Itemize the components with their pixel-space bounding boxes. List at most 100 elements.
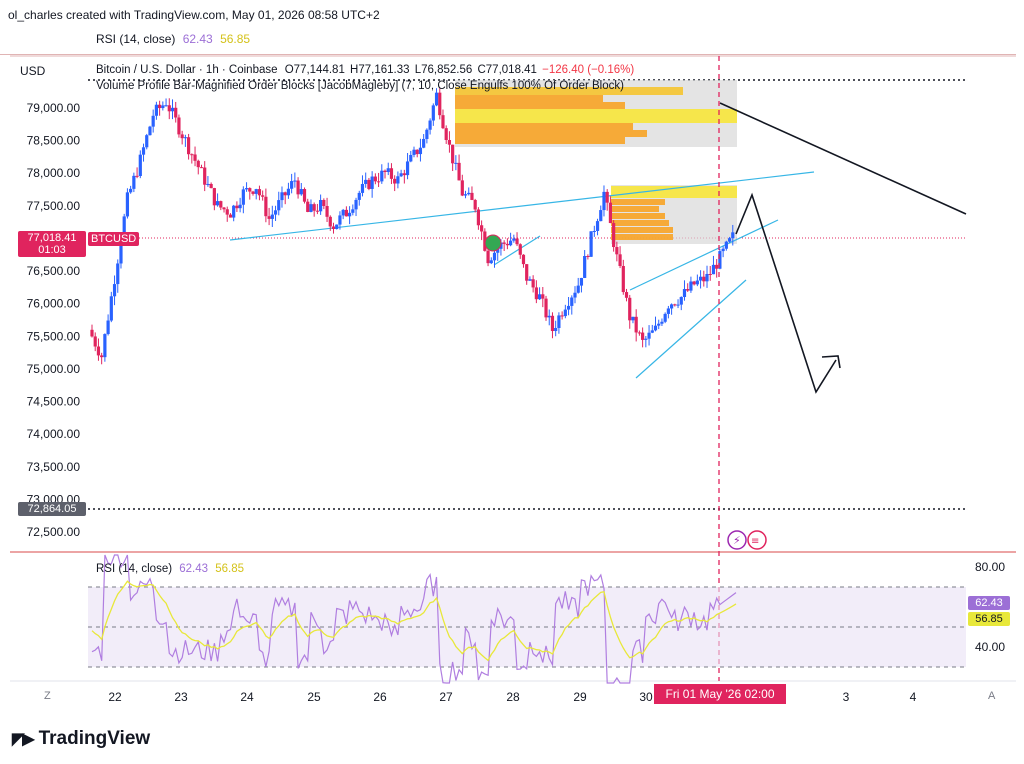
candle-body <box>612 223 616 248</box>
candle-body <box>444 128 448 141</box>
time-tick-label: 27 <box>439 690 453 704</box>
time-tick-label: 4 <box>910 690 917 704</box>
price-tick-label: 74,500.00 <box>27 395 81 409</box>
candle-body <box>177 117 181 135</box>
candle-body <box>103 334 107 358</box>
candle-body <box>360 183 365 193</box>
candle-body <box>335 224 339 229</box>
channel-bottom <box>635 279 747 379</box>
candle-body <box>560 315 564 317</box>
candle-body <box>505 243 509 246</box>
candle-body <box>328 216 332 227</box>
candle-body <box>451 144 455 164</box>
time-tick-label: 30 <box>639 690 653 704</box>
candle-body <box>112 284 117 297</box>
candle-body <box>315 210 319 212</box>
candle-body <box>670 304 674 309</box>
candle-body <box>393 178 397 184</box>
zoom-toggle[interactable]: Z <box>44 690 51 702</box>
candle-body <box>370 176 374 189</box>
candle-body <box>267 216 271 219</box>
candle-body <box>637 332 641 334</box>
candle-body <box>299 189 303 195</box>
volume-profile-1 <box>455 87 737 144</box>
candle-body <box>502 242 506 244</box>
channel-top <box>629 219 779 291</box>
rsi-label: RSI (14, close) <box>96 32 176 46</box>
candle-body <box>573 292 577 298</box>
candle-body <box>624 292 629 298</box>
candle-body <box>570 297 574 306</box>
candle-body <box>579 277 584 286</box>
candle-body <box>209 183 213 189</box>
candle-body <box>634 316 638 333</box>
candle-body <box>351 209 355 213</box>
currency-label[interactable]: USD <box>20 64 46 78</box>
candle-body <box>93 336 97 347</box>
candle-body <box>531 279 535 288</box>
candle-body <box>657 323 661 326</box>
candle-body <box>512 238 516 241</box>
candle-body <box>518 244 522 255</box>
volume-profile-2 <box>611 186 737 240</box>
candle-body <box>708 273 712 275</box>
candle-body <box>154 104 158 116</box>
candle-body <box>441 115 445 129</box>
indicator-legend[interactable]: Volume Profile Bar-Magnified Order Block… <box>96 80 624 92</box>
candle-body <box>476 209 480 226</box>
candle-body <box>695 280 699 285</box>
candle-body <box>222 207 226 210</box>
candle-body <box>615 247 619 255</box>
price-tick-label: 76,500.00 <box>27 264 81 278</box>
candle-body <box>219 201 223 208</box>
candle-body <box>348 212 352 217</box>
vp-bar <box>455 95 603 102</box>
price-tick-label: 77,500.00 <box>27 199 81 213</box>
candle-body <box>705 273 709 282</box>
candle-body <box>673 304 677 306</box>
svg-text:⚡: ⚡ <box>733 534 741 547</box>
candle-body <box>702 276 706 282</box>
candle-body <box>164 105 168 107</box>
last-price: 77,018.41 <box>27 232 77 244</box>
candle-body <box>129 188 133 193</box>
auto-scale-toggle[interactable]: A <box>988 690 996 702</box>
candle-body <box>273 210 278 215</box>
candle-body <box>116 263 120 285</box>
us-flag-event-icon <box>747 530 767 550</box>
candle-body <box>100 355 104 358</box>
candle-body <box>711 264 716 275</box>
candle-body <box>399 173 403 177</box>
candle-body <box>641 332 645 340</box>
candle-body <box>367 179 371 189</box>
candle-body <box>595 221 600 231</box>
candle-body <box>428 120 432 130</box>
candle-body <box>566 305 571 310</box>
candle-body <box>138 154 142 177</box>
candle-body <box>235 205 239 209</box>
candle-body <box>228 214 233 218</box>
price-tick-label: 75,500.00 <box>27 329 81 343</box>
candle-body <box>447 140 452 145</box>
candle-body <box>280 192 284 201</box>
candle-body <box>161 105 165 109</box>
time-tick-label: 23 <box>174 690 188 704</box>
candle-body <box>679 297 683 305</box>
candle-body <box>496 248 500 253</box>
trendline-upper <box>229 171 815 241</box>
vp-bar <box>455 87 683 95</box>
symbol-name[interactable]: Bitcoin / U.S. Dollar · 1h · Coinbase <box>96 64 278 76</box>
candle-body <box>644 338 648 340</box>
rsi-value: 62.43 <box>182 32 213 46</box>
candle-body <box>286 188 291 196</box>
candle-body <box>537 294 542 300</box>
candle-body <box>650 330 654 333</box>
candle-body <box>438 92 442 116</box>
candle-body <box>357 192 361 200</box>
candle-body <box>364 179 368 184</box>
svg-text:≡: ≡ <box>751 536 759 547</box>
candle-body <box>402 173 406 176</box>
candle-body <box>544 298 548 318</box>
rsi-label[interactable]: RSI (14, close) <box>96 563 173 575</box>
